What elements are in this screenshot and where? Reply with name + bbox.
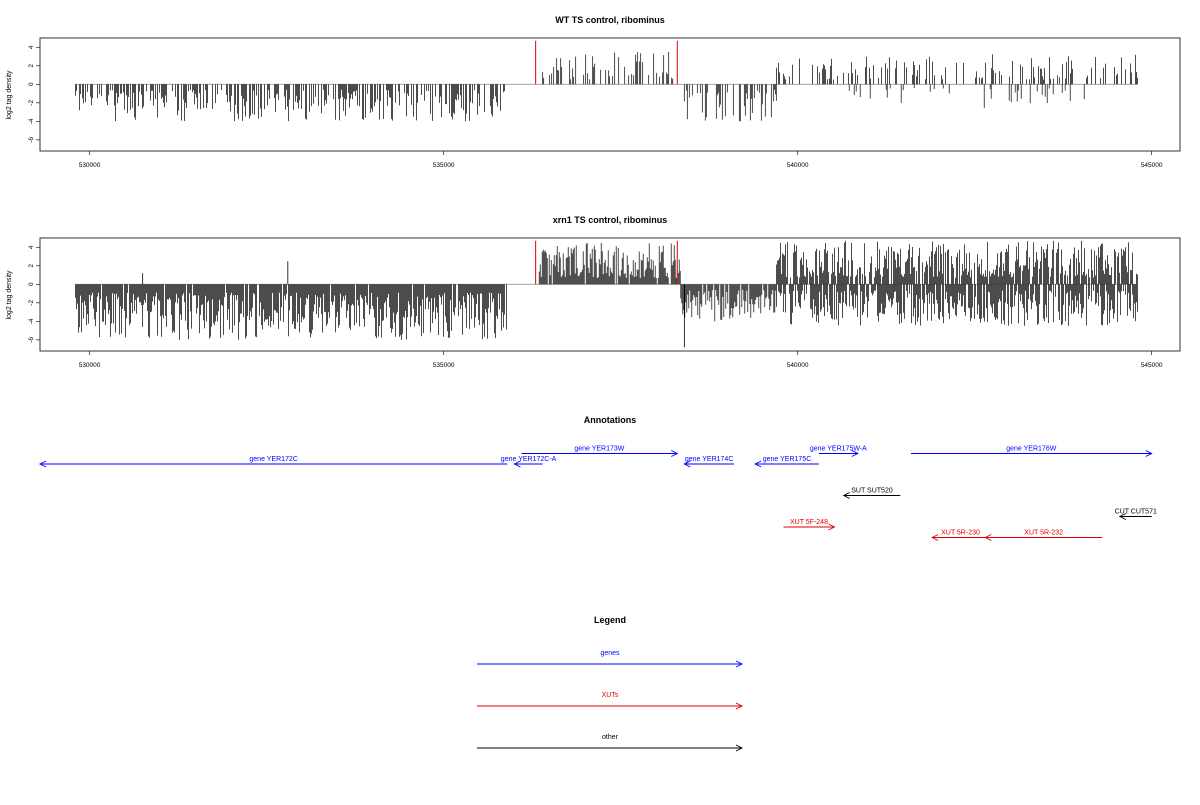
y-tick-label: -2: [28, 300, 35, 306]
feature-arrow-head: [828, 523, 836, 531]
annotation-feature: gene YER175C: [754, 456, 819, 468]
legend: Legend genes XUTs other: [477, 615, 744, 752]
feature-label: XUT 5R-232: [1024, 530, 1063, 537]
x-tick-label: 545000: [1141, 362, 1163, 369]
x-tick-label: 540000: [787, 362, 809, 369]
feature-label: gene YER172C: [249, 456, 298, 463]
x-tick-label: 530000: [79, 162, 101, 169]
legend-title: Legend: [594, 615, 626, 625]
y-tick-label: 4: [28, 45, 35, 49]
annotation-feature: SUT SUT520: [842, 488, 901, 499]
annotation-feature: gene YER174C: [683, 456, 734, 468]
feature-arrow-head: [1118, 513, 1127, 520]
annotation-feature: XUT 5R-232: [984, 530, 1103, 541]
y-tick-label: 0: [28, 82, 35, 86]
annotation-feature: gene YER172C-A: [501, 456, 557, 468]
annotation-feature: gene YER173W: [521, 446, 679, 457]
wt-density-panel: WT TS control, ribominus log2 tag densit…: [6, 15, 1181, 169]
feature-label: gene YER174C: [685, 456, 734, 463]
legend-item: genes: [477, 650, 744, 668]
legend-label: genes: [600, 650, 620, 657]
legend-arrow-head: [735, 702, 744, 710]
annotation-features: gene YER172C gene YER172C-A gene YER173W ge…: [38, 446, 1157, 541]
legend-arrow-head: [735, 744, 744, 752]
annotation-feature: gene YER175W-A: [810, 446, 867, 457]
feature-label: gene YER172C-A: [501, 456, 557, 463]
y-tick-label: 2: [28, 264, 35, 268]
wt-y-axis-label: log2 tag density: [6, 70, 13, 120]
feature-label: gene YER175W-A: [810, 446, 867, 453]
annotations-title: Annotations: [584, 415, 637, 425]
xrn1-y-axis-label: log2 tag density: [6, 270, 13, 320]
y-tick-label: -4: [28, 318, 35, 324]
feature-arrow-head: [683, 460, 691, 468]
y-tick-label: 0: [28, 282, 35, 286]
feature-arrow-head: [1145, 450, 1153, 457]
plot-frame: [39, 237, 1181, 352]
x-tick-label: 530000: [79, 362, 101, 369]
annotation-feature: CUT CUT571: [1115, 509, 1157, 520]
xrn1-plot-area: -6 -4 -2 0 2 4 530000 535000 540000 545000: [28, 237, 1181, 369]
annotation-feature: gene YER176W: [910, 446, 1153, 457]
feature-arrow-head: [513, 460, 521, 468]
y-tick-label: -4: [28, 118, 35, 124]
x-tick-label: 540000: [787, 162, 809, 169]
annotation-feature: XUT 5F-248: [783, 519, 836, 531]
annotation-feature: gene YER172C: [38, 456, 508, 468]
feature-label: CUT CUT571: [1115, 509, 1157, 516]
legend-item: other: [477, 734, 744, 752]
feature-arrow-head: [842, 492, 850, 499]
xrn1-density-panel: xrn1 TS control, ribominus log2 tag dens…: [6, 215, 1181, 369]
y-tick-label: -2: [28, 100, 35, 106]
x-tick-label: 535000: [433, 362, 455, 369]
legend-label: other: [602, 734, 619, 741]
feature-label: gene YER173W: [574, 446, 624, 453]
legend-arrow-head: [735, 660, 744, 668]
annotations-track: Annotations gene YER172C gene YER172C-Age…: [38, 415, 1157, 541]
feature-arrow-head: [671, 450, 679, 457]
y-tick-label: 2: [28, 64, 35, 68]
y-tick-label: 4: [28, 245, 35, 249]
xrn1-panel-title: xrn1 TS control, ribominus: [553, 215, 668, 225]
feature-arrow-head: [984, 534, 992, 541]
feature-label: gene YER175C: [763, 456, 812, 463]
wt-panel-title: WT TS control, ribominus: [555, 15, 665, 25]
feature-arrow-head: [851, 450, 859, 457]
feature-label: SUT SUT520: [851, 488, 893, 495]
y-tick-label: -6: [28, 337, 35, 343]
feature-label: gene YER176W: [1006, 446, 1056, 453]
feature-arrow-head: [38, 460, 47, 468]
feature-label: XUT 5F-248: [790, 519, 828, 526]
x-tick-label: 535000: [433, 162, 455, 169]
legend-item: XUTs: [477, 692, 744, 710]
legend-label: XUTs: [602, 692, 619, 699]
feature-label: XUT 5R-230: [941, 530, 980, 537]
feature-arrow-head: [931, 534, 939, 541]
legend-items: genes XUTs other: [477, 650, 744, 752]
annotation-feature: XUT 5R-230: [931, 530, 989, 541]
feature-arrow-head: [754, 460, 762, 468]
y-tick-label: -6: [28, 137, 35, 143]
wt-plot-area: -6 -4 -2 0 2 4 530000 535000 540000 545000: [28, 37, 1181, 169]
x-tick-label: 545000: [1141, 162, 1163, 169]
plot-frame: [39, 37, 1181, 152]
